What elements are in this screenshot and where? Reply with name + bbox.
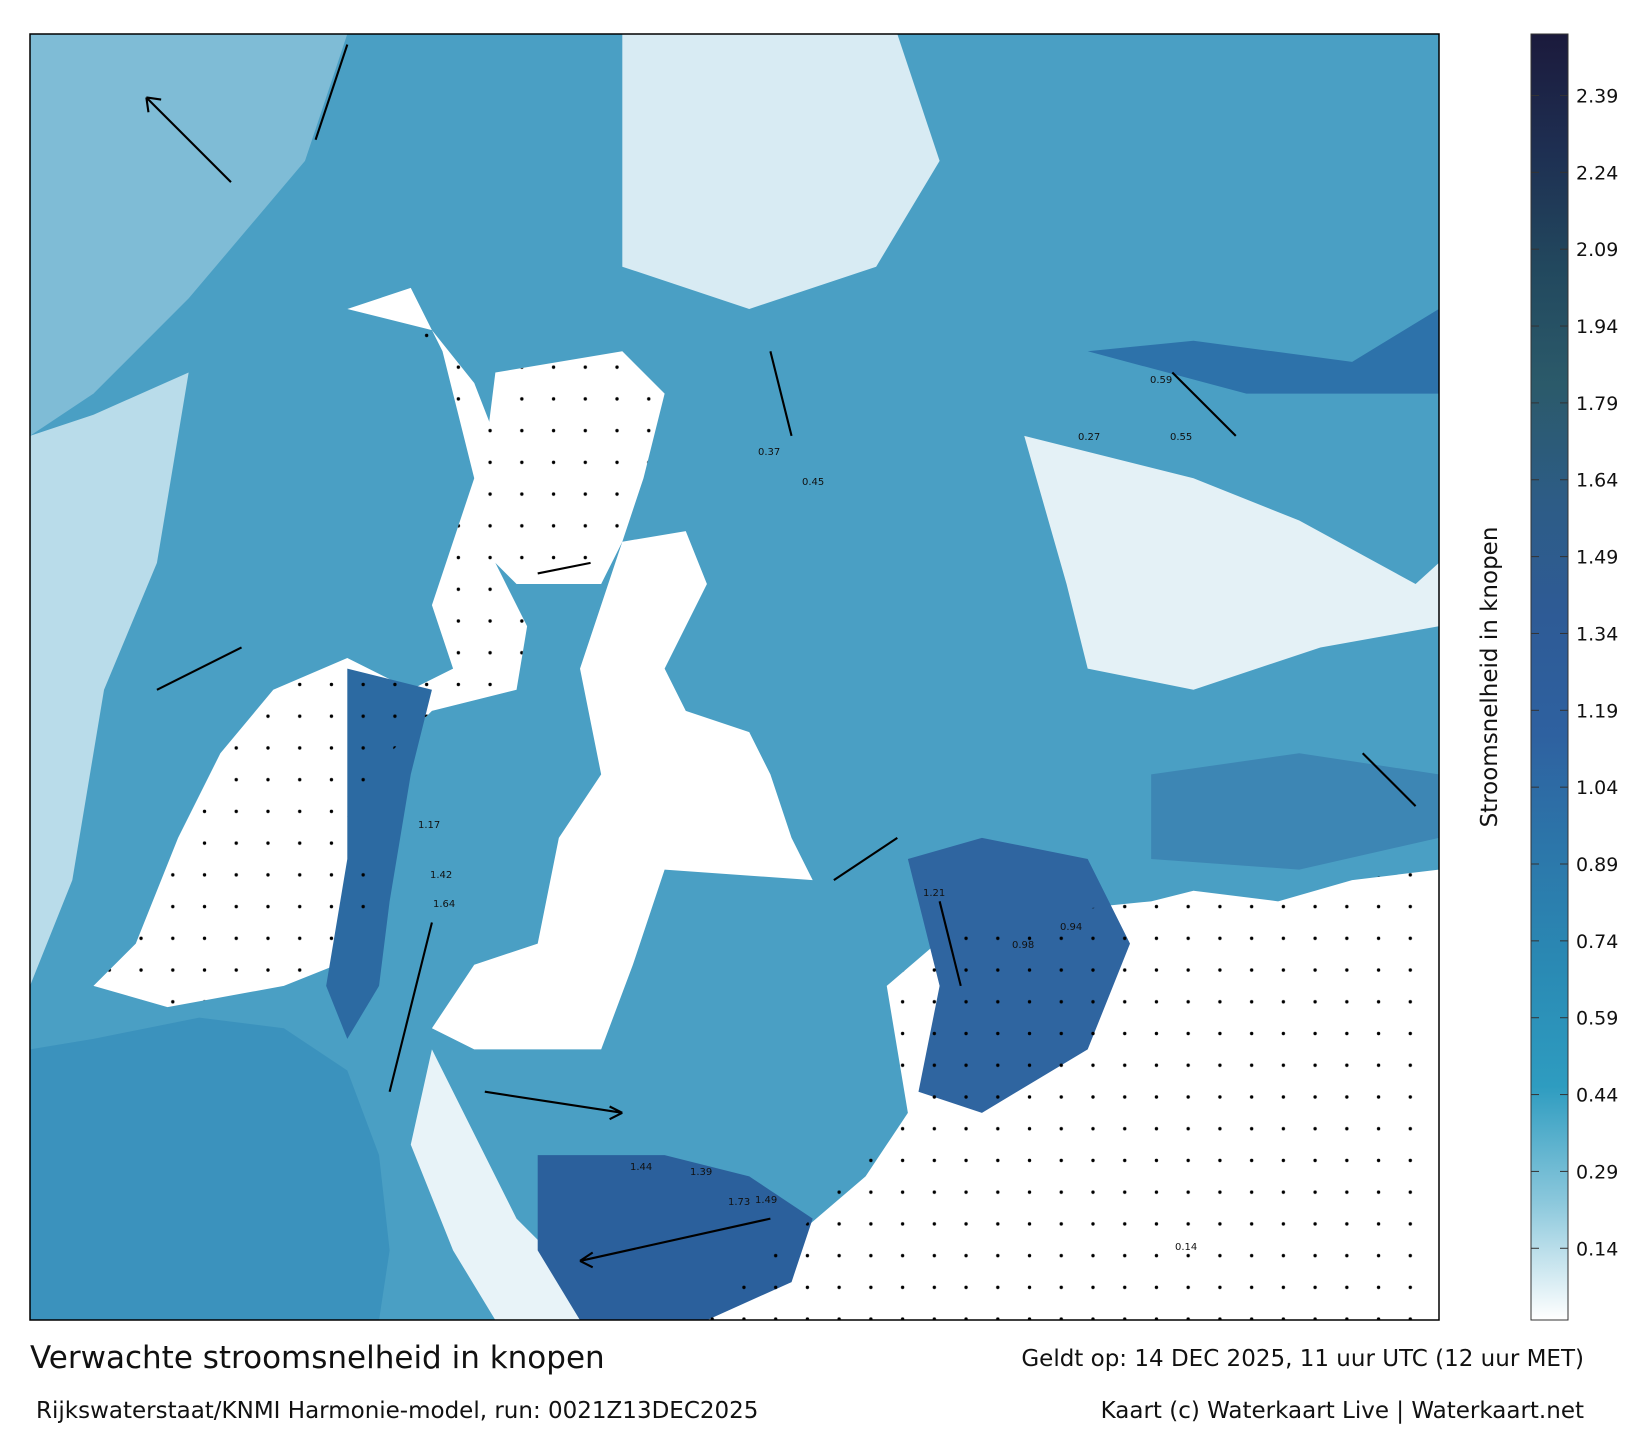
colorbar-tick-label: 1.49 xyxy=(1576,547,1618,569)
colorbar-tick-label: 0.89 xyxy=(1576,854,1618,876)
arrow xyxy=(579,1217,771,1269)
title: Verwachte stroomsnelheid in knopen xyxy=(30,1340,605,1376)
arrow xyxy=(156,646,243,691)
colorbar-tick-label: 1.64 xyxy=(1576,470,1618,492)
speed-label: 1.39 xyxy=(690,1167,712,1178)
speed-label: 0.94 xyxy=(1060,922,1082,933)
speed-label: 1.73 xyxy=(728,1197,750,1208)
speed-label: 1.44 xyxy=(630,1162,652,1173)
arrow xyxy=(1171,371,1237,437)
valid-time: Geldt op: 14 DEC 2025, 11 uur UTC (12 uu… xyxy=(1021,1346,1584,1372)
speed-label: 1.42 xyxy=(430,870,452,881)
channel xyxy=(1087,309,1439,394)
colorbar-tick-label: 1.79 xyxy=(1576,393,1618,415)
colorbar-scale xyxy=(1530,33,1569,1321)
map: 1.44 1.39 1.73 1.49 1.64 1.42 1.17 1.21 0.98 0.94… xyxy=(30,34,1439,1320)
arrow xyxy=(1361,752,1417,807)
colorbar-tick-label: 0.74 xyxy=(1576,931,1618,953)
arrow xyxy=(938,901,962,987)
land-grid xyxy=(93,309,1439,1320)
colorbar-tick-label: 2.39 xyxy=(1576,85,1618,107)
colorbar-tick-label: 2.24 xyxy=(1576,162,1618,184)
sea-dark xyxy=(30,1017,390,1320)
colorbar-tick-label: 1.94 xyxy=(1576,316,1618,338)
arrow xyxy=(388,922,433,1092)
speed-label: 0.45 xyxy=(802,477,824,488)
colorbar-tick-label: 0.59 xyxy=(1576,1008,1618,1030)
arrow xyxy=(537,561,591,575)
speed-label: 0.59 xyxy=(1150,375,1172,386)
arrow xyxy=(769,351,793,437)
speed-label: 1.49 xyxy=(755,1195,777,1206)
colorbar-tick-label: 2.09 xyxy=(1576,239,1618,261)
colorbar-label: Stroomsnelheid in knopen xyxy=(1477,527,1503,828)
colorbar-tick-label: 1.34 xyxy=(1576,623,1618,645)
sea-light xyxy=(1024,435,1439,690)
sea-light xyxy=(622,34,940,310)
channel xyxy=(1151,753,1439,870)
arrow xyxy=(833,836,898,882)
speed-labels: 1.44 1.39 1.73 1.49 1.64 1.42 1.17 1.21 0.98 0.94… xyxy=(418,375,1197,1253)
arrow xyxy=(314,44,349,141)
arrow xyxy=(484,1090,623,1121)
model-info: Rijkswaterstaat/KNMI Harmonie-model, run… xyxy=(36,1398,758,1424)
colorbar-tick-label: 1.04 xyxy=(1576,777,1618,799)
speed-label: 1.64 xyxy=(433,899,455,910)
speed-label: 1.17 xyxy=(418,820,440,831)
sea-light xyxy=(410,1049,623,1320)
current-arrows xyxy=(145,44,1417,1269)
map-frame xyxy=(29,33,1440,1321)
colorbar-tick-label: 0.29 xyxy=(1576,1161,1618,1183)
land xyxy=(431,531,813,1050)
speed-label: 0.27 xyxy=(1078,432,1100,443)
speed-label: 1.21 xyxy=(923,888,945,899)
sea-light xyxy=(30,34,348,436)
colorbar-tick-label: 0.14 xyxy=(1576,1238,1618,1260)
speed-label: 0.37 xyxy=(758,447,780,458)
speed-label: 0.98 xyxy=(1012,940,1034,951)
credit: Kaart (c) Waterkaart Live | Waterkaart.n… xyxy=(1101,1398,1584,1424)
colorbar-tick-label: 0.44 xyxy=(1576,1085,1618,1107)
colorbar: 0.14 0.29 0.44 0.59 0.74 0.89 1.04 1.19 1.34 1.49… xyxy=(1530,33,1618,1321)
colorbar-tick-label: 1.19 xyxy=(1576,700,1618,722)
speed-label: 0.14 xyxy=(1175,1242,1197,1253)
speed-label: 0.55 xyxy=(1170,432,1192,443)
arrow xyxy=(145,96,232,183)
map-shapes xyxy=(30,34,1439,1320)
sea-light xyxy=(30,372,189,986)
